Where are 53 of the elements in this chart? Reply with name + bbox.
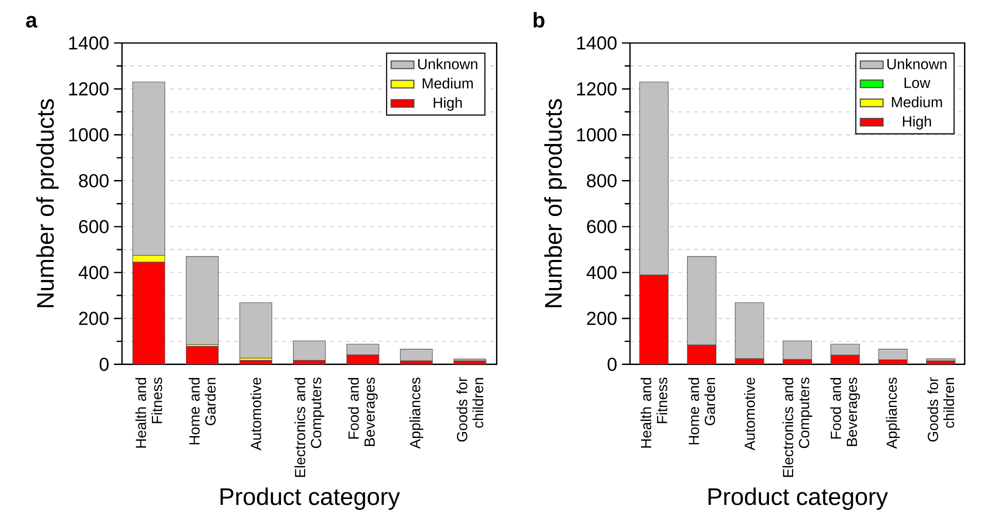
- bar: [293, 340, 326, 361]
- y-tick-label: 1200: [69, 82, 109, 96]
- y-tick-label: 1000: [577, 128, 617, 142]
- legend-label: Medium: [892, 96, 942, 108]
- y-tick-label: 1000: [69, 128, 109, 142]
- bar: [239, 302, 272, 358]
- y-tick-label: 0: [608, 358, 617, 371]
- x-tick-label: Automotive: [744, 378, 755, 450]
- y-tick-label: 800: [78, 174, 109, 188]
- y-tick-label: 0: [100, 358, 109, 371]
- bar: [782, 340, 812, 360]
- bar: [926, 360, 956, 364]
- x-tick-label: Goods for children: [456, 377, 484, 442]
- chart-title: a: [26, 16, 38, 28]
- y-axis-title: Number of products: [544, 99, 567, 308]
- legend-label: High: [902, 116, 931, 130]
- bar: [132, 262, 165, 364]
- y-tick-label: 200: [587, 312, 617, 326]
- x-tick-label: Home and Garden: [188, 378, 216, 444]
- x-axis-title: Product category: [220, 488, 400, 510]
- y-tick-label: 1200: [577, 82, 617, 96]
- legend-label: Medium: [422, 78, 473, 89]
- y-tick-label: 400: [78, 266, 109, 280]
- bar: [878, 348, 908, 360]
- legend-label: Low: [904, 78, 930, 88]
- y-tick-label: 1400: [577, 36, 617, 50]
- bar: [346, 344, 380, 356]
- x-tick-label: Food and Beverages: [830, 378, 860, 446]
- x-tick-label: Food and Beverages: [348, 378, 378, 446]
- x-tick-label: Health and Fitness: [640, 378, 668, 448]
- x-tick-label: Home and Garden: [688, 378, 716, 444]
- x-tick-label: Electronics and Computers: [294, 378, 324, 477]
- y-tick-label: 400: [586, 266, 617, 280]
- x-axis-title: Product category: [708, 488, 888, 510]
- y-tick-label: 800: [586, 174, 617, 188]
- x-tick-label: Goods for children: [927, 377, 954, 442]
- legend-label: High: [434, 97, 462, 111]
- x-tick-label: Health and Fitness: [135, 378, 162, 448]
- y-axis-title: Number of products: [36, 99, 59, 308]
- bar: [400, 348, 433, 362]
- chart-title: b: [534, 12, 544, 28]
- x-tick-label: Appliances: [410, 378, 424, 449]
- legend-label: Unknown: [418, 58, 478, 70]
- legend-label: Unknown: [887, 58, 946, 70]
- x-tick-label: Appliances: [886, 378, 900, 449]
- x-tick-label: Automotive: [250, 378, 262, 450]
- y-tick-label: 600: [587, 220, 617, 234]
- bar: [346, 354, 379, 364]
- y-tick-label: 600: [79, 220, 109, 234]
- y-tick-label: 200: [79, 312, 109, 326]
- x-tick-label: Electronics and Computers: [782, 378, 812, 477]
- y-tick-label: 1400: [69, 36, 109, 50]
- bar: [186, 346, 218, 364]
